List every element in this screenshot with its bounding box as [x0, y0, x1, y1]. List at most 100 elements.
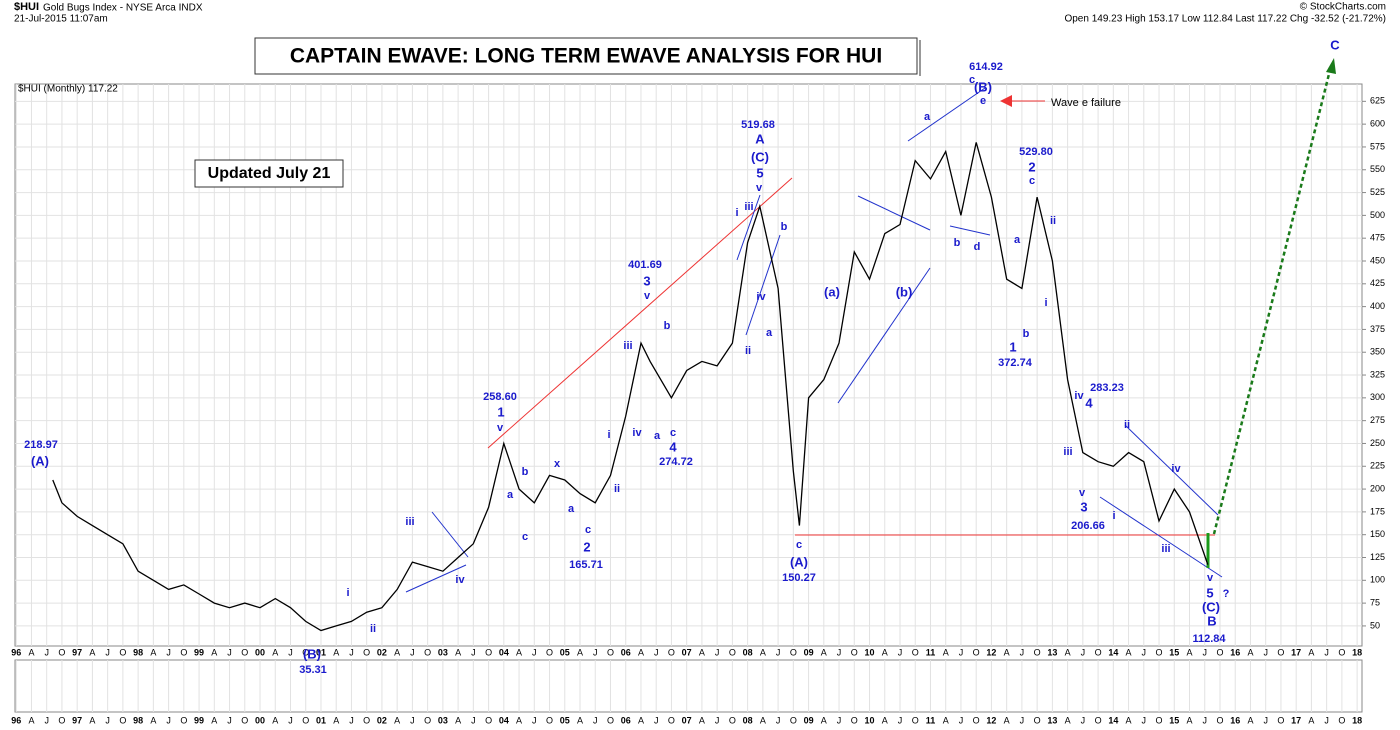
x-tick-label: 07	[682, 647, 692, 657]
y-tick-label: 350	[1370, 347, 1385, 357]
x-tick-label: O	[180, 715, 187, 725]
y-tick-label: 375	[1370, 324, 1385, 334]
x-tick-label: A	[1065, 715, 1071, 725]
x-tick-label: A	[333, 647, 339, 657]
x-tick-label: A	[1126, 715, 1132, 725]
y-tick-label: 75	[1370, 597, 1380, 607]
x-tick-label: J	[1081, 647, 1086, 657]
wave-label: i	[1044, 297, 1047, 309]
x-tick-label: A	[943, 715, 949, 725]
x-tick-label: A	[1308, 647, 1314, 657]
x-tick-label: J	[593, 647, 598, 657]
x-tick-label: O	[912, 715, 919, 725]
y-tick-label: 550	[1370, 164, 1385, 174]
y-tick-label: 275	[1370, 415, 1385, 425]
x-tick-label: 06	[621, 647, 631, 657]
x-tick-label: 10	[865, 647, 875, 657]
y-tick-label: 475	[1370, 233, 1385, 243]
y-tick-label: 400	[1370, 301, 1385, 311]
wave-label: i	[607, 429, 610, 441]
x-tick-label: J	[1324, 715, 1329, 725]
x-tick-label: 97	[72, 647, 82, 657]
x-tick-label: A	[760, 715, 766, 725]
x-tick-label: 01	[316, 647, 326, 657]
wave-label: 2	[1028, 159, 1035, 174]
wave-label: 529.80	[1019, 146, 1053, 158]
x-tick-label: O	[1156, 715, 1163, 725]
x-tick-label: J	[1081, 715, 1086, 725]
x-tick-label: 06	[621, 715, 631, 725]
wave-label: v	[644, 290, 651, 302]
wave-label: 5	[756, 165, 763, 180]
x-tick-label: J	[898, 715, 903, 725]
x-tick-label: O	[790, 647, 797, 657]
wave-label: 283.23	[1090, 382, 1124, 394]
x-tick-label: 14	[1108, 647, 1118, 657]
channel	[907, 87, 986, 142]
x-tick-label: 99	[194, 647, 204, 657]
x-tick-label: J	[837, 715, 842, 725]
x-tick-label: J	[1202, 647, 1207, 657]
x-tick-label: A	[577, 715, 583, 725]
wave-label: 35.31	[299, 664, 327, 676]
x-tick-label: 05	[560, 647, 570, 657]
x-tick-label: O	[424, 715, 431, 725]
x-tick-label: O	[668, 715, 675, 725]
wave-label: iv	[1171, 463, 1181, 475]
wave-label: ii	[614, 483, 620, 495]
x-tick-label: J	[44, 647, 49, 657]
x-tick-label: 14	[1108, 715, 1118, 725]
wave-label: iv	[455, 574, 465, 586]
x-tick-label: A	[882, 647, 888, 657]
x-tick-label: O	[546, 647, 553, 657]
x-tick-label: J	[1142, 715, 1147, 725]
x-tick-label: 05	[560, 715, 570, 725]
x-tick-label: O	[485, 715, 492, 725]
channel	[745, 234, 781, 336]
x-tick-label: 09	[804, 647, 814, 657]
channel	[837, 267, 931, 404]
x-tick-label: A	[394, 647, 400, 657]
y-tick-label: 300	[1370, 392, 1385, 402]
wave-label: 274.72	[659, 456, 693, 468]
x-tick-label: O	[973, 715, 980, 725]
wave-label: iii	[744, 201, 753, 213]
channel	[857, 195, 931, 231]
wave-label: (B)	[974, 79, 992, 94]
x-tick-label: J	[593, 715, 598, 725]
x-tick-label: O	[607, 715, 614, 725]
x-tick-label: J	[654, 715, 659, 725]
channel	[431, 511, 469, 558]
x-tick-label: 01	[316, 715, 326, 725]
x-tick-label: O	[363, 715, 370, 725]
y-tick-label: 625	[1370, 96, 1385, 106]
wave-label: b	[522, 466, 529, 478]
channel	[1124, 424, 1219, 516]
y-tick-label: 525	[1370, 187, 1385, 197]
trend-lines	[405, 58, 1336, 593]
x-tick-label: A	[28, 715, 34, 725]
x-tick-label: 18	[1352, 647, 1362, 657]
x-tick-label: A	[1004, 715, 1010, 725]
x-tick-label: 17	[1291, 647, 1301, 657]
x-tick-label: J	[1263, 715, 1268, 725]
wave-label: d	[974, 241, 981, 253]
x-tick-label: A	[699, 715, 705, 725]
pointer-head	[1000, 95, 1012, 107]
x-tick-label: A	[1065, 647, 1071, 657]
wave-label: 401.69	[628, 259, 662, 271]
x-tick-label: 10	[865, 715, 875, 725]
wave-label: 1	[497, 404, 504, 419]
x-tick-label: J	[898, 647, 903, 657]
x-tick-label: J	[1020, 647, 1025, 657]
y-tick-label: 150	[1370, 529, 1385, 539]
wave-label: 3	[1080, 499, 1087, 514]
wave-label: iii	[623, 340, 632, 352]
x-tick-label: J	[44, 715, 49, 725]
x-tick-label: O	[485, 647, 492, 657]
x-tick-label: A	[1004, 647, 1010, 657]
x-tick-label: O	[119, 647, 126, 657]
wave-label: b	[1023, 328, 1030, 340]
channel	[1099, 496, 1223, 578]
wave-label: a	[568, 503, 575, 515]
